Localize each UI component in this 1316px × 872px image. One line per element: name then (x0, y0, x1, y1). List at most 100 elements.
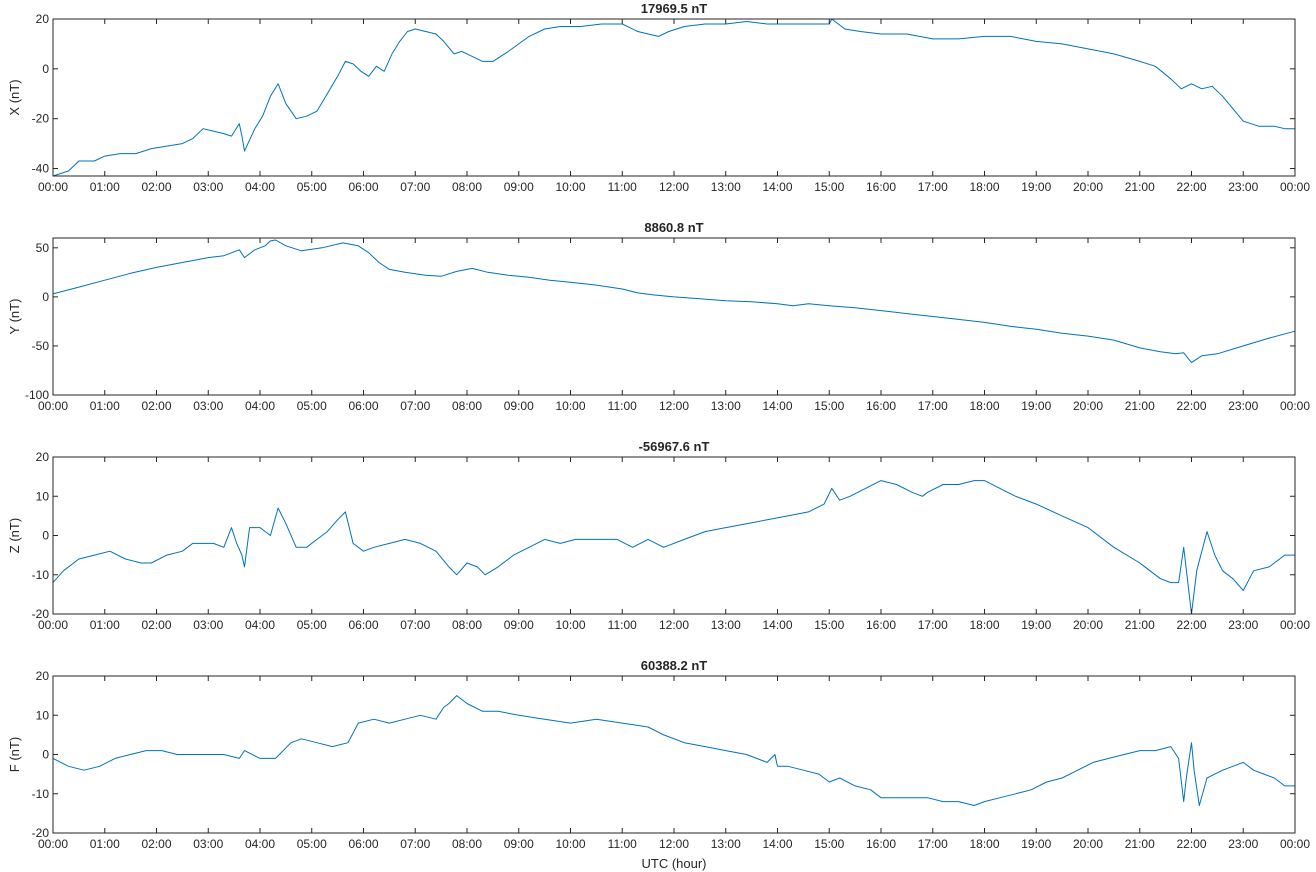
panel-title: 17969.5 nT (641, 1, 708, 16)
x-tick-label: 20:00 (1073, 399, 1103, 413)
x-tick-label: 02:00 (141, 837, 171, 851)
x-tick-label: 04:00 (245, 837, 275, 851)
x-tick-label: 10:00 (555, 180, 585, 194)
x-tick-label: 01:00 (90, 618, 120, 632)
x-tick-label: 03:00 (193, 399, 223, 413)
x-tick-label: 13:00 (711, 837, 741, 851)
y-axis-label: Y (nT) (7, 299, 22, 335)
y-tick-label: 0 (42, 748, 49, 762)
x-tick-label: 01:00 (90, 180, 120, 194)
x-tick-label: 15:00 (814, 837, 844, 851)
x-tick-label: 11:00 (608, 837, 637, 851)
x-tick-label: 19:00 (1021, 618, 1051, 632)
x-tick-label: 07:00 (400, 399, 430, 413)
x-tick-label: 09:00 (504, 837, 534, 851)
x-tick-label: 13:00 (711, 618, 741, 632)
x-tick-label: 07:00 (400, 180, 430, 194)
x-tick-label: 18:00 (969, 837, 999, 851)
x-tick-label: 04:00 (245, 180, 275, 194)
x-tick-label: 09:00 (504, 399, 534, 413)
x-tick-label: 08:00 (452, 399, 482, 413)
x-tick-label: 13:00 (711, 180, 741, 194)
y-tick-label: 0 (42, 529, 49, 543)
x-tick-label: 06:00 (348, 180, 378, 194)
x-axis-label: UTC (hour) (641, 856, 706, 871)
y-tick-label: -20 (32, 607, 50, 621)
x-tick-label: 12:00 (659, 399, 689, 413)
x-tick-label: 06:00 (348, 618, 378, 632)
x-tick-label: 18:00 (969, 399, 999, 413)
y-tick-label: -50 (32, 339, 50, 353)
series-line (52, 18, 1295, 177)
panel-title: 60388.2 nT (641, 658, 708, 673)
y-tick-label: -10 (32, 568, 50, 582)
x-tick-label: 21:00 (1125, 399, 1155, 413)
x-tick-label: 14:00 (762, 180, 792, 194)
x-tick-label: 14:00 (762, 618, 792, 632)
x-tick-label: 01:00 (90, 399, 120, 413)
x-tick-label: 14:00 (762, 399, 792, 413)
x-tick-label: 23:00 (1228, 837, 1258, 851)
x-tick-label: 00:00 (38, 180, 68, 194)
x-tick-label: 06:00 (348, 837, 378, 851)
x-tick-label: 08:00 (452, 180, 482, 194)
y-axis-label: Z (nT) (7, 518, 22, 553)
x-tick-label: 08:00 (452, 837, 482, 851)
y-panel: 00:00 01:00 02:00 03:00 04:00 05:00 06:00 07:00… (7, 220, 1310, 413)
x-tick-label: 03:00 (193, 180, 223, 194)
x-tick-label: 20:00 (1073, 180, 1103, 194)
x-tick-label: 00:00 (38, 399, 68, 413)
y-tick-label: 0 (42, 62, 49, 76)
x-tick-label: 23:00 (1228, 618, 1258, 632)
y-tick-label: 20 (36, 12, 50, 26)
x-tick-label: 16:00 (866, 180, 896, 194)
series-line (52, 480, 1295, 615)
y-tick-label: 10 (36, 489, 50, 503)
x-tick-label: 17:00 (918, 180, 948, 194)
x-tick-label: 04:00 (245, 618, 275, 632)
y-tick-label: -20 (32, 826, 50, 840)
x-tick-label: 12:00 (659, 180, 689, 194)
x-tick-label: 10:00 (555, 618, 585, 632)
subplot-panels: 00:00 01:00 02:00 03:00 04:00 05:00 06:00 07:00… (7, 1, 1310, 851)
x-tick-label: 10:00 (555, 399, 585, 413)
x-tick-label: 22:00 (1176, 618, 1206, 632)
x-tick-label: 22:00 (1176, 180, 1206, 194)
x-tick-label: 21:00 (1125, 180, 1155, 194)
x-tick-label: 08:00 (452, 618, 482, 632)
x-tick-label: 13:00 (711, 399, 741, 413)
x-tick-label: 09:00 (504, 180, 534, 194)
x-tick-label: 06:00 (348, 399, 378, 413)
x-tick-label: 10:00 (555, 837, 585, 851)
z-panel: 00:00 01:00 02:00 03:00 04:00 05:00 06:00 07:00… (7, 439, 1310, 632)
x-tick-label: 00:00 (1280, 399, 1310, 413)
y-tick-label: 0 (42, 290, 49, 304)
x-tick-label: 11:00 (608, 399, 637, 413)
x-tick-label: 16:00 (866, 837, 896, 851)
y-tick-label: -40 (32, 162, 50, 176)
x-tick-label: 05:00 (297, 399, 327, 413)
x-tick-label: 00:00 (1280, 837, 1310, 851)
x-tick-label: 18:00 (969, 618, 999, 632)
x-tick-label: 17:00 (918, 837, 948, 851)
axes-frame (52, 456, 1296, 615)
x-tick-label: 11:00 (608, 180, 637, 194)
x-tick-label: 02:00 (141, 399, 171, 413)
x-tick-label: 20:00 (1073, 837, 1103, 851)
x-tick-label: 23:00 (1228, 399, 1258, 413)
x-tick-label: 05:00 (297, 180, 327, 194)
y-tick-label: -100 (25, 388, 49, 402)
y-tick-label: 10 (36, 708, 50, 722)
x-tick-label: 17:00 (918, 618, 948, 632)
panel-title: 8860.8 nT (644, 220, 703, 235)
x-tick-label: 15:00 (814, 180, 844, 194)
x-tick-label: 02:00 (141, 618, 171, 632)
x-tick-label: 17:00 (918, 399, 948, 413)
x-tick-label: 23:00 (1228, 180, 1258, 194)
x-tick-label: 12:00 (659, 837, 689, 851)
x-tick-label: 07:00 (400, 837, 430, 851)
x-tick-label: 05:00 (297, 618, 327, 632)
y-tick-label: 50 (36, 241, 50, 255)
x-tick-label: 21:00 (1125, 618, 1155, 632)
